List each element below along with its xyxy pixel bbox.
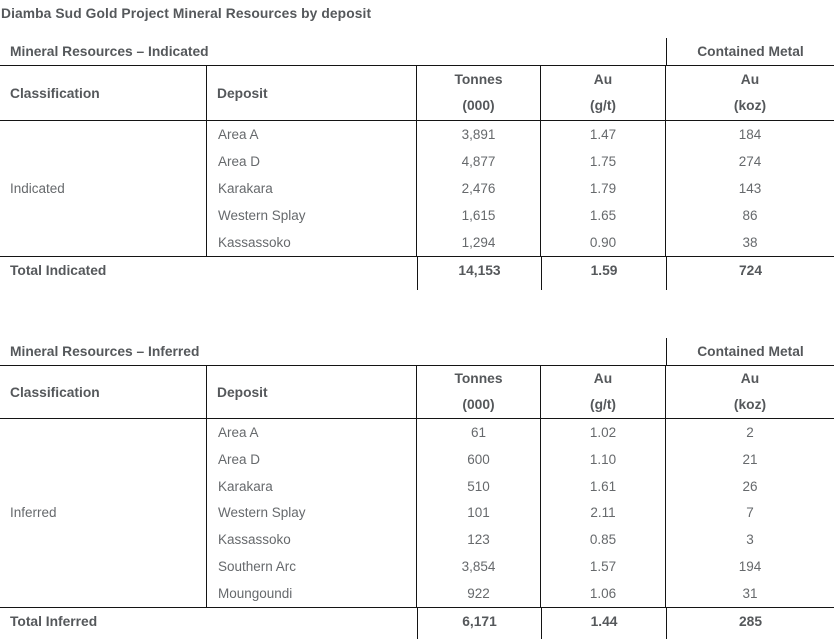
grade-cell: 0.85 bbox=[541, 526, 666, 554]
table-caption: Mineral Resources – Inferred bbox=[10, 344, 200, 359]
total-tonnes: 6,171 bbox=[417, 607, 541, 635]
metal-cell: 2 bbox=[746, 424, 754, 440]
deposit-cell: Moungoundi bbox=[207, 580, 417, 607]
page-title: Diamba Sud Gold Project Mineral Resource… bbox=[1, 6, 372, 21]
metal-cell: 26 bbox=[742, 478, 758, 494]
indicated-total-row: Total Indicated 14,153 1.59 724 bbox=[0, 256, 834, 284]
deposit-cell: Kassassoko bbox=[207, 526, 417, 554]
metal-cell: 143 bbox=[738, 181, 762, 196]
deposit-cell: Kassassoko bbox=[207, 229, 417, 256]
classification-column-header: Classification bbox=[0, 366, 207, 418]
metal-cell: 3 bbox=[746, 532, 754, 548]
indicated-table: Mineral Resources – Indicated Contained … bbox=[0, 38, 834, 290]
grade-cell: 1.47 bbox=[541, 121, 666, 148]
deposit-cell: Karakara bbox=[207, 175, 417, 202]
metal-header-line1: Au bbox=[740, 371, 760, 386]
contained-metal-header: Contained Metal bbox=[666, 38, 834, 65]
classification-column-header: Classification bbox=[0, 66, 207, 120]
inferred-table: Mineral Resources – Inferred Contained M… bbox=[0, 338, 834, 639]
inferred-table-body: Inferred Area A 61 1.02 2 Area D 600 1.1… bbox=[0, 419, 834, 607]
total-label: Total Indicated bbox=[10, 263, 107, 278]
grade-cell: 2.11 bbox=[541, 499, 666, 527]
indicated-caption-row: Mineral Resources – Indicated Contained … bbox=[0, 38, 834, 66]
metal-cell: 21 bbox=[742, 451, 758, 467]
total-grade: 1.44 bbox=[541, 607, 666, 635]
metal-column-header: Au (koz) bbox=[666, 66, 834, 120]
tonnes-cell: 4,877 bbox=[417, 148, 541, 175]
inferred-header-row: Classification Deposit Tonnes (000) Au (… bbox=[0, 366, 834, 419]
metal-cell: 86 bbox=[742, 208, 758, 223]
tonnes-cell: 600 bbox=[417, 445, 541, 473]
contained-metal-header: Contained Metal bbox=[666, 338, 834, 365]
tonnes-cell: 922 bbox=[417, 580, 541, 607]
inferred-total-row: Total Inferred 6,171 1.44 285 bbox=[0, 606, 834, 635]
deposit-column-header: Deposit bbox=[207, 66, 417, 120]
table-caption: Mineral Resources – Indicated bbox=[10, 44, 209, 59]
total-grade: 1.59 bbox=[541, 257, 666, 284]
tonnes-cell: 61 bbox=[417, 419, 541, 446]
tonnes-cell: 1,615 bbox=[417, 202, 541, 229]
tonnes-cell: 101 bbox=[417, 499, 541, 527]
tonnes-cell: 2,476 bbox=[417, 175, 541, 202]
tonnes-cell: 3,854 bbox=[417, 553, 541, 581]
grade-cell: 1.79 bbox=[541, 175, 666, 202]
classification-cell: Inferred bbox=[0, 419, 207, 607]
metal-cell: 31 bbox=[742, 585, 758, 601]
deposit-cell: Karakara bbox=[207, 472, 417, 500]
indicated-table-body: Indicated Area A 3,891 1.47 184 Area D 4… bbox=[0, 121, 834, 256]
metal-header-line1: Au bbox=[740, 72, 760, 87]
metal-header-line2: (koz) bbox=[733, 98, 767, 113]
classification-cell: Indicated bbox=[0, 121, 207, 256]
metal-cell: 7 bbox=[746, 505, 754, 521]
tonnes-cell: 3,891 bbox=[417, 121, 541, 148]
inferred-border-stubs bbox=[0, 634, 834, 639]
grade-cell: 1.65 bbox=[541, 202, 666, 229]
total-metal: 724 bbox=[666, 257, 834, 284]
grade-cell: 0.90 bbox=[541, 229, 666, 256]
grade-header-line2: (g/t) bbox=[589, 98, 617, 113]
deposit-cell: Area D bbox=[207, 445, 417, 473]
grade-header-line1: Au bbox=[593, 72, 613, 87]
grade-cell: 1.06 bbox=[541, 580, 666, 607]
deposit-cell: Southern Arc bbox=[207, 553, 417, 581]
metal-header-line2: (koz) bbox=[733, 397, 767, 412]
grade-cell: 1.61 bbox=[541, 472, 666, 500]
inferred-caption-row: Mineral Resources – Inferred Contained M… bbox=[0, 338, 834, 366]
total-metal: 285 bbox=[666, 607, 834, 635]
grade-cell: 1.10 bbox=[541, 445, 666, 473]
deposit-cell: Area A bbox=[207, 121, 417, 148]
metal-column-header: Au (koz) bbox=[666, 366, 834, 418]
deposit-cell: Area A bbox=[207, 419, 417, 446]
tonnes-cell: 1,294 bbox=[417, 229, 541, 256]
total-tonnes: 14,153 bbox=[417, 257, 541, 284]
tonnes-header-line2: (000) bbox=[462, 397, 495, 412]
deposit-cell: Western Splay bbox=[207, 499, 417, 527]
tonnes-cell: 510 bbox=[417, 472, 541, 500]
metal-cell: 38 bbox=[742, 235, 758, 250]
total-label: Total Inferred bbox=[10, 613, 98, 629]
tonnes-header-line1: Tonnes bbox=[454, 371, 503, 386]
grade-cell: 1.57 bbox=[541, 553, 666, 581]
metal-cell: 194 bbox=[738, 559, 762, 575]
deposit-column-header: Deposit bbox=[207, 366, 417, 418]
grade-column-header: Au (g/t) bbox=[541, 366, 666, 418]
grade-header-line2: (g/t) bbox=[589, 397, 617, 412]
grade-cell: 1.75 bbox=[541, 148, 666, 175]
grade-column-header: Au (g/t) bbox=[541, 66, 666, 120]
deposit-cell: Western Splay bbox=[207, 202, 417, 229]
tonnes-header-line1: Tonnes bbox=[454, 72, 503, 87]
deposit-cell: Area D bbox=[207, 148, 417, 175]
indicated-header-row: Classification Deposit Tonnes (000) Au (… bbox=[0, 66, 834, 121]
tonnes-column-header: Tonnes (000) bbox=[417, 366, 541, 418]
grade-cell: 1.02 bbox=[541, 419, 666, 446]
indicated-border-stubs bbox=[0, 284, 834, 290]
tonnes-column-header: Tonnes (000) bbox=[417, 66, 541, 120]
metal-cell: 274 bbox=[738, 154, 762, 169]
metal-cell: 184 bbox=[738, 127, 762, 142]
tonnes-header-line2: (000) bbox=[462, 98, 495, 113]
grade-header-line1: Au bbox=[593, 371, 613, 386]
tonnes-cell: 123 bbox=[417, 526, 541, 554]
